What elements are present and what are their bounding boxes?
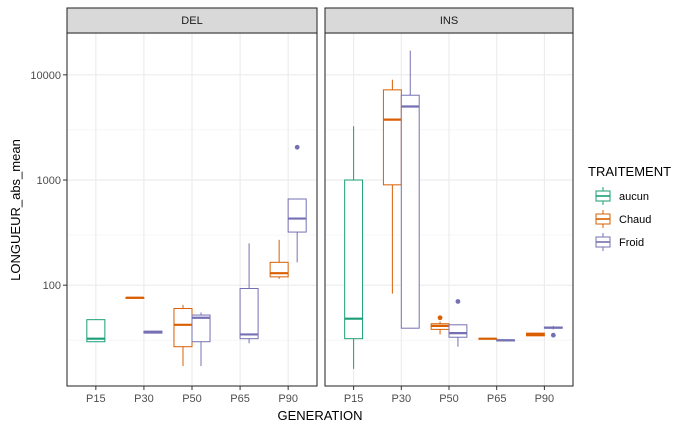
box-rect xyxy=(382,89,402,186)
y-tick-label: 10000 xyxy=(30,70,61,82)
legend-title: TRAITEMENT xyxy=(588,164,671,179)
box-p65-chaud xyxy=(478,337,498,340)
strip-background xyxy=(324,7,574,34)
x-tick-label: P90 xyxy=(278,393,298,405)
legend-item-froid: Froid xyxy=(593,232,644,252)
x-tick-label: P30 xyxy=(134,393,154,405)
box-p50-froid xyxy=(191,312,211,367)
x-tick-label: P65 xyxy=(230,393,250,405)
box-p65-froid xyxy=(239,243,259,344)
outlier-point xyxy=(437,315,443,321)
box-p30-chaud xyxy=(125,296,145,299)
legend-item-aucun: aucun xyxy=(593,186,649,206)
x-tick-label: P15 xyxy=(86,393,106,405)
box-rect xyxy=(191,314,211,343)
y-axis-title: LONGUEUR_abs_mean xyxy=(8,139,23,281)
legend-item-chaud: Chaud xyxy=(593,209,651,229)
x-tick-label: P15 xyxy=(344,393,364,405)
box-p90-chaud xyxy=(269,239,289,279)
box-rect xyxy=(86,319,106,343)
x-tick-label: P90 xyxy=(535,393,555,405)
legend: TRAITEMENT aucun Chaud Froid xyxy=(588,164,671,252)
box-p30-froid xyxy=(143,330,163,334)
legend-label: Froid xyxy=(619,237,644,249)
box-rect xyxy=(239,288,259,340)
box-p30-chaud xyxy=(382,79,402,294)
strip-label: INS xyxy=(440,15,458,27)
strip-background xyxy=(66,7,318,34)
box-rect xyxy=(344,179,364,340)
box-p90-froid xyxy=(543,325,563,338)
y-tick-label: 100 xyxy=(43,280,61,292)
box-rect xyxy=(173,308,193,348)
x-axis-title: GENERATION xyxy=(278,408,363,423)
box-rect xyxy=(400,94,420,329)
box-p30-froid xyxy=(400,50,420,329)
x-tick-label: P50 xyxy=(182,393,202,405)
legend-label: aucun xyxy=(619,191,649,203)
box-p90-chaud xyxy=(526,332,545,337)
legend-label: Chaud xyxy=(619,214,651,226)
box-p65-froid xyxy=(496,339,516,342)
box-p15-aucun xyxy=(344,126,364,369)
box-rect xyxy=(269,261,289,278)
panel-ins: INS P15 P30 P50 P65 P90 xyxy=(324,7,574,405)
box-p90-froid xyxy=(287,144,307,263)
x-tick-label: P30 xyxy=(392,393,412,405)
strip-label: DEL xyxy=(181,15,202,27)
outlier-point xyxy=(550,332,556,338)
box-p50-froid xyxy=(448,299,468,347)
x-tick-label: P50 xyxy=(439,393,459,405)
outlier-point xyxy=(294,144,300,150)
panels: DEL P15 P30 P50 P65 P90 100 1000 10000 INS P15 P30 P… xyxy=(30,7,574,405)
box-rect xyxy=(448,324,468,338)
x-tick-label: P65 xyxy=(487,393,507,405)
box-p15-aucun xyxy=(86,319,106,343)
y-tick-label: 1000 xyxy=(37,175,61,187)
box-rect xyxy=(287,198,307,233)
panel-del: DEL P15 P30 P50 P65 P90 100 1000 10000 xyxy=(30,7,318,405)
outlier-point xyxy=(455,299,461,304)
